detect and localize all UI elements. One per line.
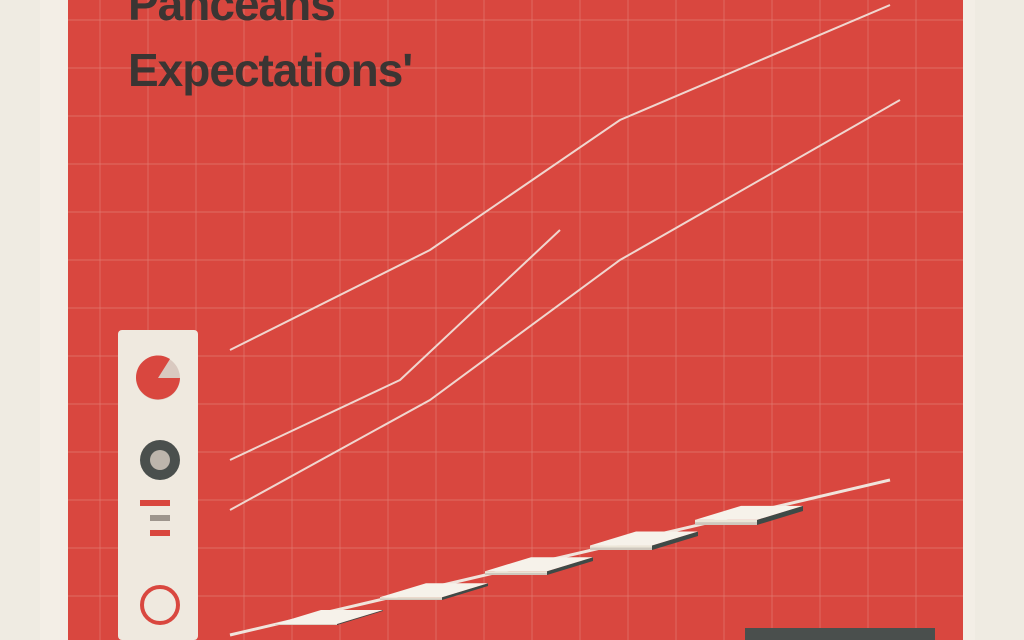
bar-side: [442, 583, 488, 600]
bar-side: [337, 610, 383, 625]
bar-top: [695, 505, 803, 520]
bar-shade: [485, 572, 547, 575]
corner-card: [745, 628, 935, 640]
bar-shade: [590, 547, 652, 550]
bar-top: [275, 610, 383, 625]
grid: [68, 0, 963, 640]
bar-side: [652, 531, 698, 550]
bar-shade: [380, 598, 442, 600]
bar-top: [380, 583, 488, 598]
side-panel: [118, 330, 198, 640]
bar-side: [547, 557, 593, 575]
chart-title: Expectations': [128, 44, 412, 96]
bar-top: [590, 531, 698, 546]
chart-title: Panceans: [128, 0, 335, 30]
bar-side: [757, 505, 803, 525]
bar-top: [485, 557, 593, 572]
bar-shade: [275, 624, 337, 625]
bar-shade: [695, 522, 757, 525]
poster-background: [68, 0, 963, 640]
trend-lines: [229, 4, 901, 511]
bars: [275, 505, 803, 625]
